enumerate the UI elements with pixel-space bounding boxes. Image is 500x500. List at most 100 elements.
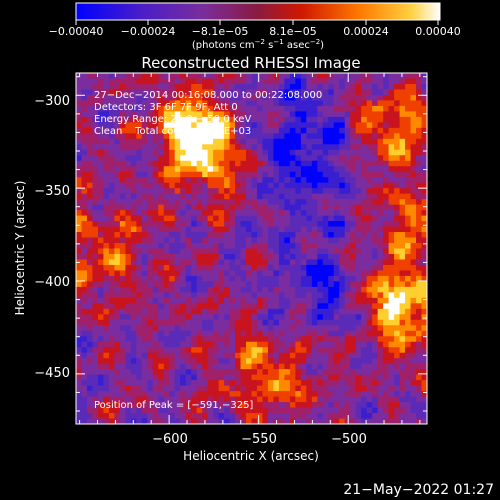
colorbar-tick-label: 0.00024: [343, 25, 389, 38]
heatmap-cell: [246, 188, 253, 195]
heatmap-cell: [213, 248, 220, 255]
heatmap-cell: [377, 248, 384, 255]
heatmap-cell: [141, 177, 148, 184]
heatmap-cell: [300, 396, 307, 403]
heatmap-cell: [202, 330, 209, 337]
heatmap-cell: [311, 166, 318, 173]
heatmap-cell: [235, 243, 242, 250]
heatmap-cell: [213, 73, 220, 80]
heatmap-cell: [103, 221, 110, 228]
heatmap-cell: [284, 363, 291, 370]
heatmap-cell: [377, 275, 384, 282]
heatmap-cell: [322, 352, 329, 359]
heatmap-cell: [76, 122, 83, 129]
heatmap-cell: [339, 418, 346, 424]
heatmap-cell: [289, 275, 296, 282]
heatmap-cell: [333, 182, 340, 189]
heatmap-cell: [147, 100, 154, 107]
heatmap-cell: [141, 358, 148, 365]
heatmap-cell: [97, 308, 105, 315]
heatmap-cell: [246, 418, 253, 424]
heatmap-cell: [399, 347, 406, 354]
heatmap-cell: [163, 369, 170, 376]
heatmap-cell: [202, 259, 209, 266]
heatmap-cell: [388, 73, 395, 80]
heatmap-cell: [273, 347, 280, 354]
heatmap-cell: [295, 347, 302, 354]
heatmap-cell: [284, 286, 291, 293]
heatmap-cell: [366, 358, 373, 365]
heatmap-cell: [86, 232, 94, 239]
heatmap-cell: [103, 100, 110, 107]
heatmap-cell: [174, 133, 181, 140]
heatmap-cell: [152, 319, 159, 326]
heatmap-cell: [136, 89, 143, 96]
heatmap-cell: [273, 182, 280, 189]
heatmap-cell: [246, 385, 253, 392]
heatmap-cell: [76, 314, 83, 321]
heatmap-cell: [317, 248, 324, 255]
heatmap-cell: [344, 83, 351, 91]
heatmap-cell: [196, 308, 203, 315]
heatmap-cell: [262, 407, 269, 414]
heatmap-cell: [163, 336, 170, 343]
heatmap-cell: [81, 127, 88, 134]
heatmap-cell: [421, 78, 427, 85]
heatmap-cell: [169, 275, 176, 282]
heatmap-cell: [317, 188, 324, 195]
heatmap-cell: [108, 193, 115, 200]
heatmap-cell: [344, 369, 351, 376]
heatmap-cell: [196, 193, 203, 200]
heatmap-cell: [361, 144, 368, 151]
heatmap-cell: [218, 325, 225, 332]
heatmap-cell: [361, 336, 368, 343]
heatmap-cell: [377, 100, 384, 107]
heatmap-cell: [300, 226, 307, 233]
heatmap-cell: [306, 407, 313, 414]
heatmap-cell: [81, 297, 88, 304]
heatmap-cell: [141, 199, 148, 206]
heatmap-cell: [289, 330, 296, 337]
heatmap-cell: [410, 166, 417, 173]
heatmap-cell: [372, 243, 379, 250]
heatmap-cell: [125, 149, 132, 156]
heatmap-cell: [81, 122, 88, 129]
heatmap-cell: [86, 352, 94, 359]
heatmap-cell: [169, 204, 176, 211]
heatmap-cell: [344, 204, 351, 211]
heatmap-cell: [174, 155, 181, 162]
heatmap-cell: [267, 319, 275, 326]
heatmap-cell: [130, 160, 137, 167]
heatmap-cell: [213, 270, 220, 277]
heatmap-cell: [130, 100, 137, 107]
heatmap-cell: [207, 149, 214, 156]
heatmap-cell: [141, 319, 148, 326]
heatmap-cell: [147, 308, 154, 315]
heatmap-cell: [196, 226, 203, 233]
heatmap-cell: [136, 297, 143, 304]
heatmap-cell: [246, 100, 253, 107]
heatmap-cell: [256, 232, 264, 239]
heatmap-cell: [311, 319, 318, 326]
heatmap-cell: [300, 111, 307, 118]
heatmap-cell: [377, 330, 384, 337]
heatmap-cell: [416, 248, 423, 255]
heatmap-cell: [372, 396, 379, 403]
heatmap-cell: [174, 325, 181, 332]
heatmap-cell: [218, 363, 225, 370]
heatmap-cell: [410, 259, 417, 266]
heatmap-cell: [295, 221, 302, 228]
heatmap-cell: [218, 396, 225, 403]
heatmap-cell: [251, 286, 258, 293]
heatmap-cell: [202, 122, 209, 129]
heatmap-cell: [344, 330, 351, 337]
heatmap-cell: [147, 396, 154, 403]
heatmap-cell: [130, 177, 137, 184]
heatmap-cell: [405, 116, 412, 123]
heatmap-cell: [114, 210, 121, 217]
heatmap-cell: [383, 325, 390, 332]
heatmap-cell: [76, 204, 83, 211]
heatmap-cell: [383, 407, 390, 414]
heatmap-cell: [372, 330, 379, 337]
heatmap-cell: [300, 122, 307, 129]
